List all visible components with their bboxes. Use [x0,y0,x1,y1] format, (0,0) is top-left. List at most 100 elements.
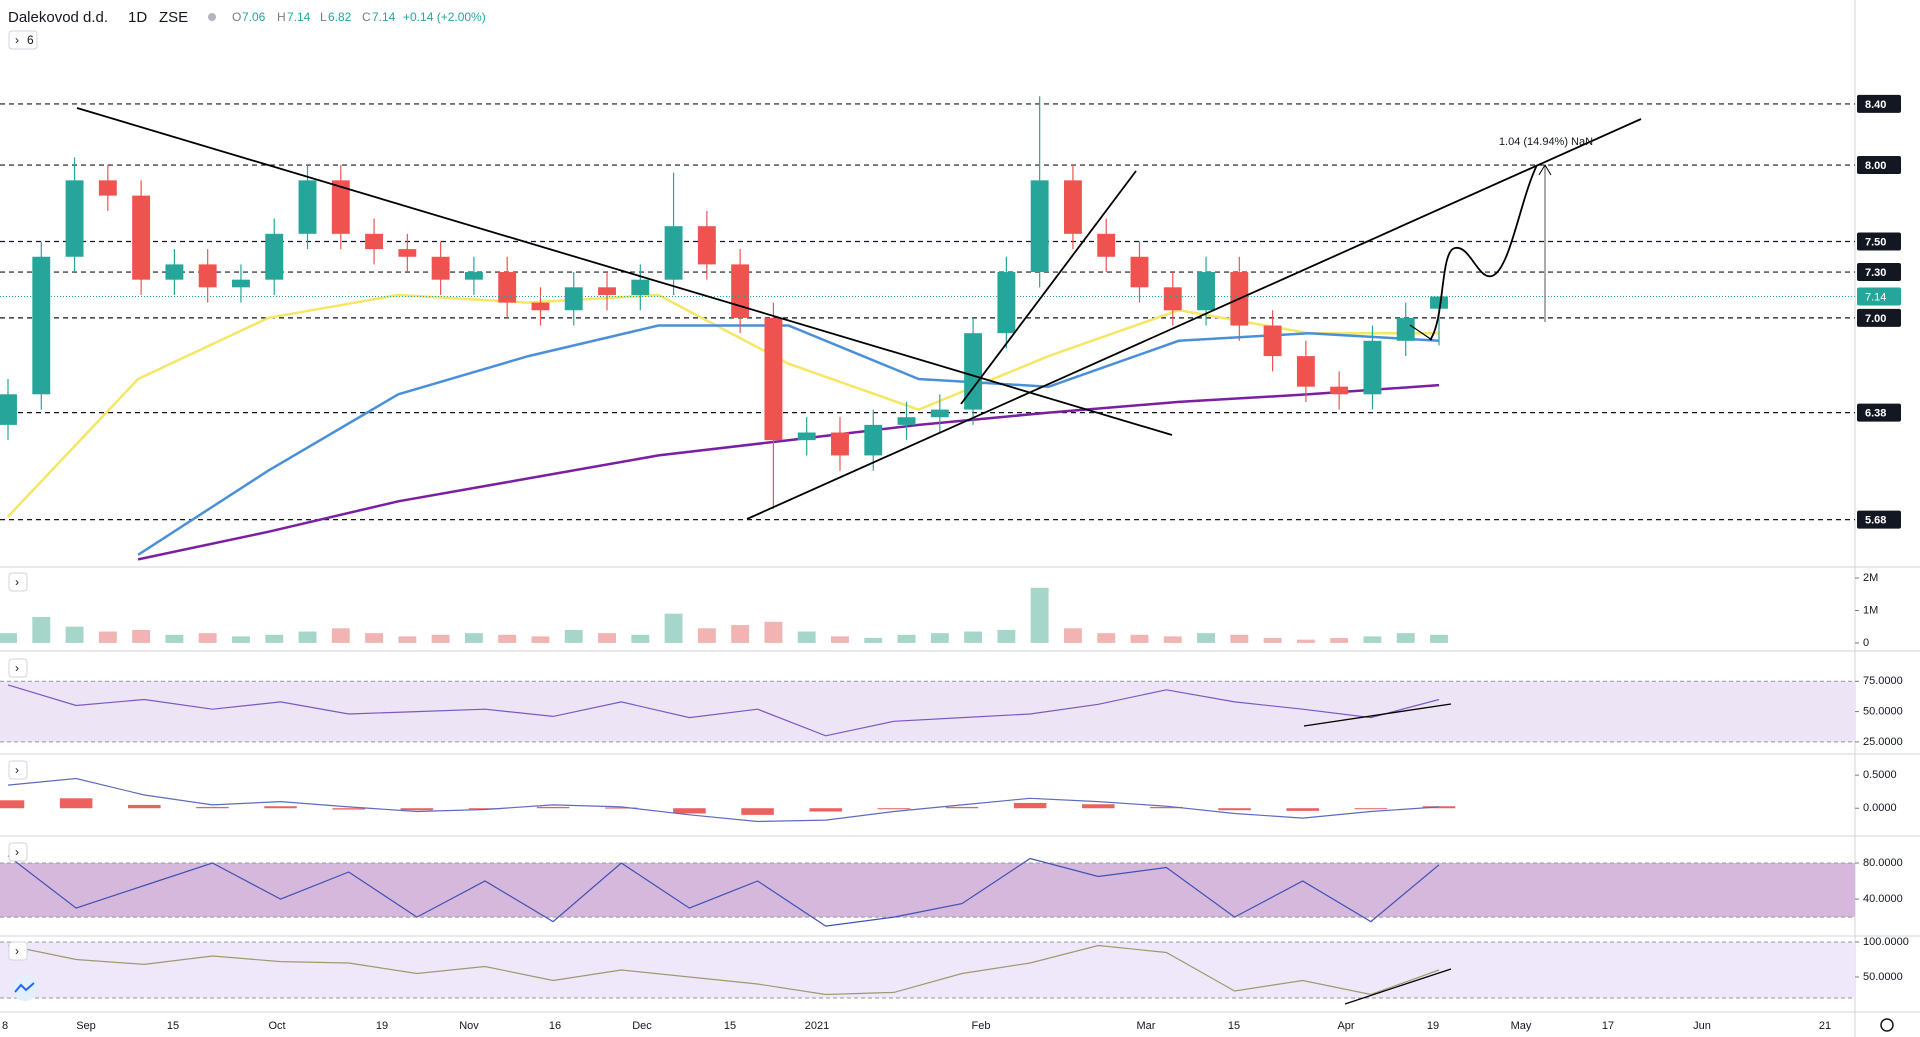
pane-buttons [8,572,28,961]
ohlc-value: 7.14 [287,10,311,24]
candle-body [1296,356,1315,387]
projection-path [1429,164,1538,341]
pane-toggle[interactable] [8,572,28,592]
candle-body [365,233,384,250]
x-tick-label: 17 [1602,1020,1614,1032]
candle-body [1396,317,1415,341]
candle-body [598,287,616,295]
indicators-count: 6 [27,33,34,47]
candle-body [664,226,683,280]
volume-bar [1163,636,1182,643]
candle-body [831,432,849,456]
chevron: › [15,575,19,589]
ohlc-value: 7.14 [372,10,396,24]
candle-body [398,249,417,257]
x-tick-label: 15 [724,1020,736,1032]
volume-bar [398,636,417,643]
y-tick-label: 7.00 [1865,313,1886,325]
candle-body [431,256,450,280]
indicator-line [7,777,1440,823]
x-tick-label: 8 [2,1020,8,1032]
histogram-bar [741,808,774,815]
settings-icon[interactable] [1880,1018,1894,1032]
x-tick-label: Dec [632,1020,652,1032]
volume-bar [1197,633,1215,643]
volume-bar [198,633,217,643]
x-tick-label: 2021 [805,1020,829,1032]
histogram-bar [809,808,842,812]
pane-toggle[interactable] [8,658,28,678]
symbol: Dalekovod d.d. [8,9,108,26]
ohlc-label: L [320,10,327,24]
histogram-bar [605,807,638,809]
band [0,681,1855,742]
histogram-bar [1150,806,1183,809]
volume-bar [0,633,17,643]
volume-bar [365,633,384,643]
pane-toggle[interactable] [8,842,28,862]
candle-body [65,180,84,257]
y-tick-label: 0.0000 [1863,802,1897,814]
volume-bar [1363,636,1382,643]
candle-body [1130,256,1149,288]
y-tick-label: 8.40 [1865,99,1886,111]
volume-bar [1030,587,1049,643]
chevron: › [15,944,19,958]
y-tick-label: 2M [1863,572,1878,584]
candle-body [198,264,217,288]
y-tick-label: 7.50 [1865,236,1886,248]
y-tick-label: 100.0000 [1863,936,1909,948]
trend-line [76,107,1173,436]
x-tick-label: Jun [1693,1020,1711,1032]
indicator-line [137,324,1440,556]
volume-bar [132,629,151,643]
candle-body [1330,386,1349,395]
histogram-bar [0,800,25,809]
histogram-bar [673,808,706,814]
volume-bar [431,634,450,643]
candle-body [464,272,483,280]
level-label-bg [1857,232,1901,251]
volume-bar [32,616,51,643]
x-tick-label: Oct [268,1020,285,1032]
change: +0.14 (+2.00%) [403,10,486,24]
candle-body [1263,325,1282,357]
y-tick-label: 40.0000 [1863,893,1903,905]
x-tick-label: 16 [549,1020,561,1032]
volume-bar [165,634,184,643]
indicator-line [7,684,1440,737]
volume-bar [764,621,783,643]
volume-bar [598,633,616,643]
arrow-line [1409,324,1433,341]
x-tick-label: Nov [459,1020,479,1032]
histogram-bar [128,804,161,809]
volume-bar [964,631,983,643]
volume-bar [664,613,683,643]
histogram-bar [1082,804,1115,809]
pane-toggle[interactable] [8,760,28,780]
candle-body [0,394,17,425]
x-tick-label: May [1511,1020,1532,1032]
interval: 1D [128,9,147,26]
trend-line [1344,968,1452,1005]
logo [14,982,35,993]
x-tick-label: 15 [1228,1020,1240,1032]
volume-bar [232,636,250,643]
volume-bar [997,629,1016,643]
candle-body [930,409,949,418]
volume-bar [930,633,949,643]
indicator-line [7,293,1439,518]
candle-body [165,264,184,280]
histogram-bar [536,806,570,809]
level-label-bg [1857,308,1901,327]
header-bg [0,0,500,44]
drawings [76,107,1642,1005]
indicators-chevron: › [15,33,19,47]
volume-bar [1063,628,1082,643]
pane-toggle[interactable] [8,941,28,961]
y-tick-label: 75.0000 [1863,675,1903,687]
candle-body [498,272,517,303]
indicators-toggle[interactable] [8,30,38,50]
histogram-bar [1218,808,1251,811]
